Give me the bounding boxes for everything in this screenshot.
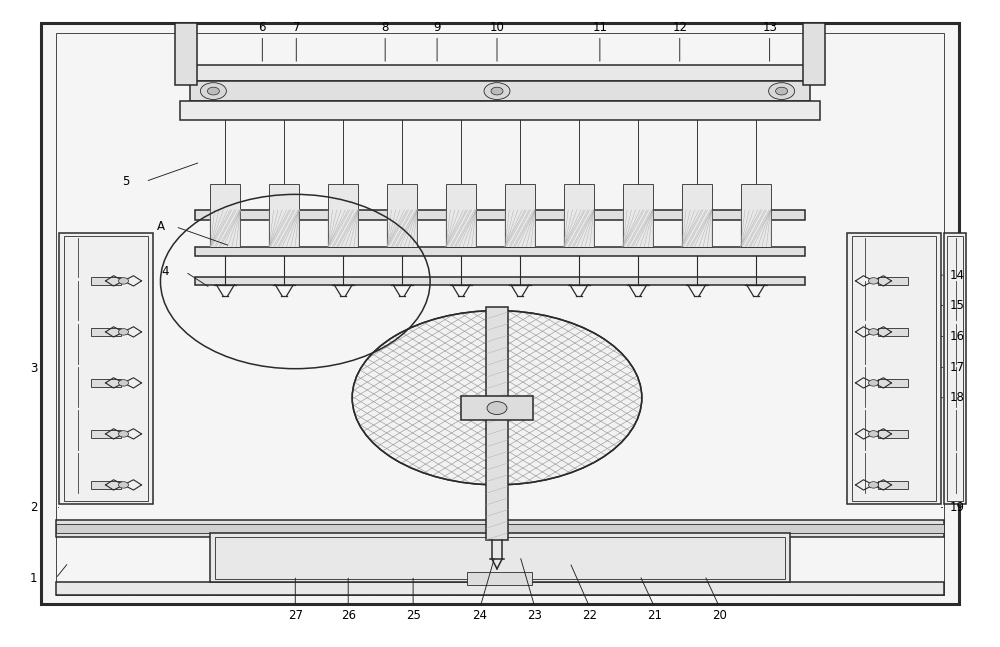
- Bar: [56, 33, 944, 595]
- Text: 22: 22: [582, 609, 597, 622]
- Bar: [486, 307, 508, 540]
- Text: 1: 1: [30, 572, 37, 585]
- Text: 17: 17: [950, 361, 965, 374]
- Text: 7: 7: [293, 21, 300, 34]
- Text: 5: 5: [122, 175, 129, 188]
- Bar: [190, 82, 810, 101]
- Bar: [461, 396, 533, 421]
- Bar: [505, 184, 535, 247]
- Bar: [195, 277, 805, 285]
- Circle shape: [868, 329, 878, 335]
- Text: 27: 27: [288, 609, 303, 622]
- Bar: [564, 184, 594, 247]
- Text: 20: 20: [712, 609, 727, 622]
- Text: 18: 18: [950, 391, 965, 404]
- Bar: [847, 233, 941, 504]
- Circle shape: [119, 380, 129, 386]
- Circle shape: [119, 431, 129, 437]
- Circle shape: [207, 87, 219, 95]
- Bar: [878, 481, 908, 488]
- Text: 23: 23: [528, 609, 542, 622]
- Bar: [269, 184, 299, 247]
- Bar: [59, 233, 153, 504]
- Bar: [210, 184, 240, 247]
- Text: 8: 8: [381, 21, 389, 34]
- Bar: [175, 23, 197, 85]
- Bar: [64, 236, 148, 501]
- Bar: [623, 184, 653, 247]
- Bar: [803, 23, 825, 85]
- Circle shape: [119, 278, 129, 284]
- Text: 15: 15: [950, 299, 965, 312]
- Text: 11: 11: [592, 21, 607, 34]
- Bar: [91, 481, 121, 488]
- Text: 9: 9: [433, 21, 441, 34]
- Bar: [387, 184, 417, 247]
- Bar: [682, 184, 712, 247]
- Circle shape: [868, 481, 878, 488]
- Bar: [467, 572, 532, 585]
- Text: 14: 14: [950, 269, 965, 281]
- Bar: [56, 523, 944, 533]
- Circle shape: [119, 481, 129, 488]
- Text: 19: 19: [950, 501, 965, 514]
- Ellipse shape: [352, 311, 642, 485]
- Bar: [195, 210, 805, 220]
- Bar: [878, 379, 908, 387]
- Circle shape: [868, 380, 878, 386]
- Circle shape: [487, 402, 507, 415]
- Bar: [878, 430, 908, 438]
- Text: A: A: [156, 220, 164, 233]
- Bar: [215, 536, 785, 578]
- Text: 25: 25: [406, 609, 421, 622]
- Bar: [56, 520, 944, 536]
- Circle shape: [200, 83, 226, 100]
- Circle shape: [119, 329, 129, 335]
- Circle shape: [484, 83, 510, 100]
- Circle shape: [868, 278, 878, 284]
- Bar: [180, 101, 820, 120]
- Text: 12: 12: [672, 21, 687, 34]
- Text: 2: 2: [30, 501, 37, 514]
- Bar: [878, 328, 908, 336]
- Circle shape: [769, 83, 795, 100]
- Bar: [190, 65, 810, 82]
- Text: 6: 6: [259, 21, 266, 34]
- Bar: [947, 236, 963, 501]
- Bar: [91, 430, 121, 438]
- Bar: [944, 233, 966, 504]
- Bar: [878, 277, 908, 285]
- Bar: [741, 184, 771, 247]
- Text: 21: 21: [647, 609, 662, 622]
- Bar: [328, 184, 358, 247]
- Bar: [852, 236, 936, 501]
- Bar: [91, 379, 121, 387]
- Bar: [56, 582, 944, 595]
- Text: 24: 24: [473, 609, 488, 622]
- Text: 26: 26: [341, 609, 356, 622]
- Text: 3: 3: [30, 362, 37, 375]
- Circle shape: [868, 431, 878, 437]
- Text: 13: 13: [762, 21, 777, 34]
- Bar: [195, 247, 805, 256]
- Bar: [91, 328, 121, 336]
- Bar: [210, 533, 790, 582]
- Circle shape: [491, 87, 503, 95]
- Bar: [91, 277, 121, 285]
- Text: 16: 16: [950, 330, 965, 343]
- Text: 4: 4: [162, 265, 169, 278]
- Circle shape: [776, 87, 788, 95]
- Bar: [446, 184, 476, 247]
- Text: 10: 10: [490, 21, 504, 34]
